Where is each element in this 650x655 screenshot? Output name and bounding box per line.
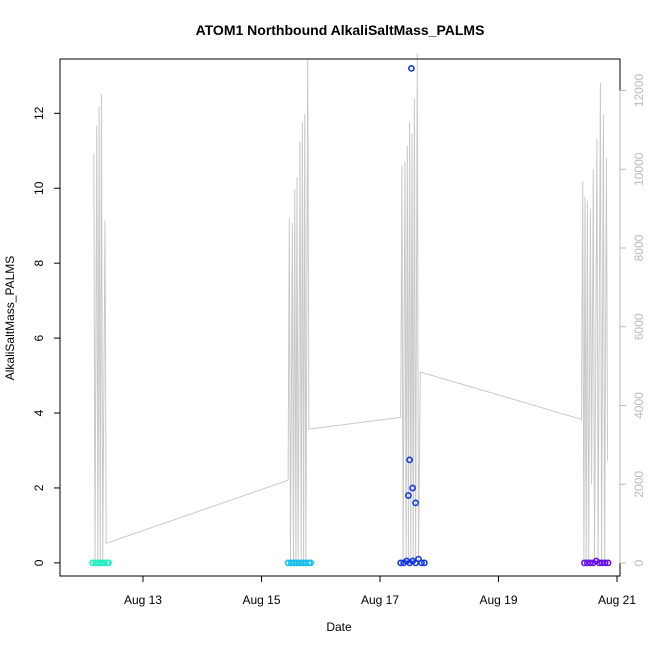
- data-point-s2-9: [406, 456, 413, 464]
- y2-tick-label-4: 8000: [632, 234, 646, 261]
- y2-tick-label-2: 4000: [632, 392, 646, 419]
- data-point-s2-7: [418, 559, 425, 567]
- y2-tick-label-5: 10000: [632, 152, 646, 186]
- data-point-s2-11: [409, 484, 416, 492]
- data-point-s3-7: [601, 559, 609, 567]
- y-tick-label-3: 6: [32, 334, 46, 341]
- x-tick-label-4: Aug 21: [598, 593, 636, 607]
- y2-tick-label-0: 0: [632, 559, 646, 566]
- x-tick-label-3: Aug 19: [479, 593, 517, 607]
- data-point-s2-10: [407, 65, 415, 72]
- data-point-s0-4: [101, 559, 108, 567]
- data-point-s2-12: [404, 492, 412, 499]
- y2-tick-label-6: 12000: [632, 73, 646, 107]
- secondary-line-layer: [93, 53, 609, 564]
- x-axis-label: Date: [326, 620, 352, 634]
- data-point-s3-8: [604, 559, 612, 567]
- data-point-s2-0: [397, 559, 405, 567]
- y-tick-label-5: 10: [32, 181, 46, 195]
- y-tick-label-0: 0: [32, 559, 46, 566]
- y-tick-label-6: 12: [32, 106, 46, 120]
- data-point-s0-6: [105, 559, 112, 567]
- y-tick-label-2: 4: [32, 409, 46, 416]
- secondary-series-line: [93, 53, 609, 564]
- axes-layer: Aug 13 Aug 15 Aug 17 Aug 19 Aug 210246810120…: [32, 73, 646, 607]
- y2-tick-label-3: 6000: [632, 313, 646, 340]
- chart-title: ATOM1 Northbound AlkaliSaltMass_PALMS: [196, 22, 485, 38]
- x-tick-label-0: Aug 13: [124, 593, 162, 607]
- x-tick-label-1: Aug 15: [242, 593, 280, 607]
- x-tick-label-2: Aug 17: [361, 593, 399, 607]
- data-point-s3-2: [587, 559, 594, 567]
- data-point-s1-8: [307, 559, 315, 567]
- y-axis-label: AlkaliSaltMass_PALMS: [3, 256, 17, 381]
- points-layer: [89, 65, 612, 567]
- data-point-s2-13: [412, 499, 419, 507]
- y-tick-label-1: 2: [32, 484, 46, 491]
- data-point-s2-8: [420, 559, 428, 567]
- y2-tick-label-1: 2000: [632, 471, 646, 498]
- y-tick-label-4: 8: [32, 260, 46, 267]
